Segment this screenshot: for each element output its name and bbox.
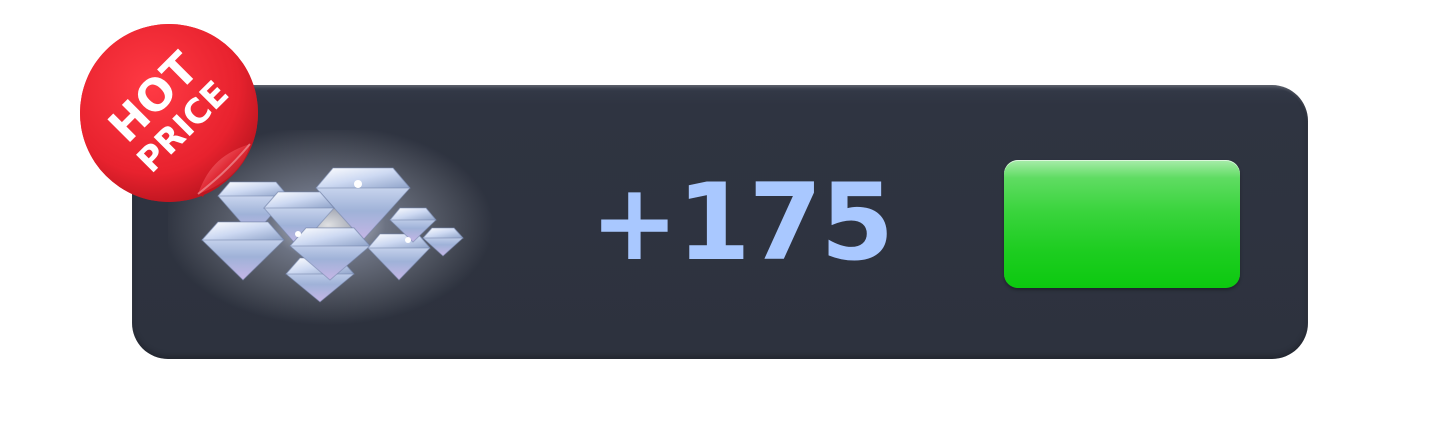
gem-amount-label: +175 xyxy=(590,161,894,284)
diamond-pile-icon xyxy=(168,130,493,325)
buy-button[interactable] xyxy=(1004,160,1240,288)
hot-price-badge xyxy=(80,24,258,202)
